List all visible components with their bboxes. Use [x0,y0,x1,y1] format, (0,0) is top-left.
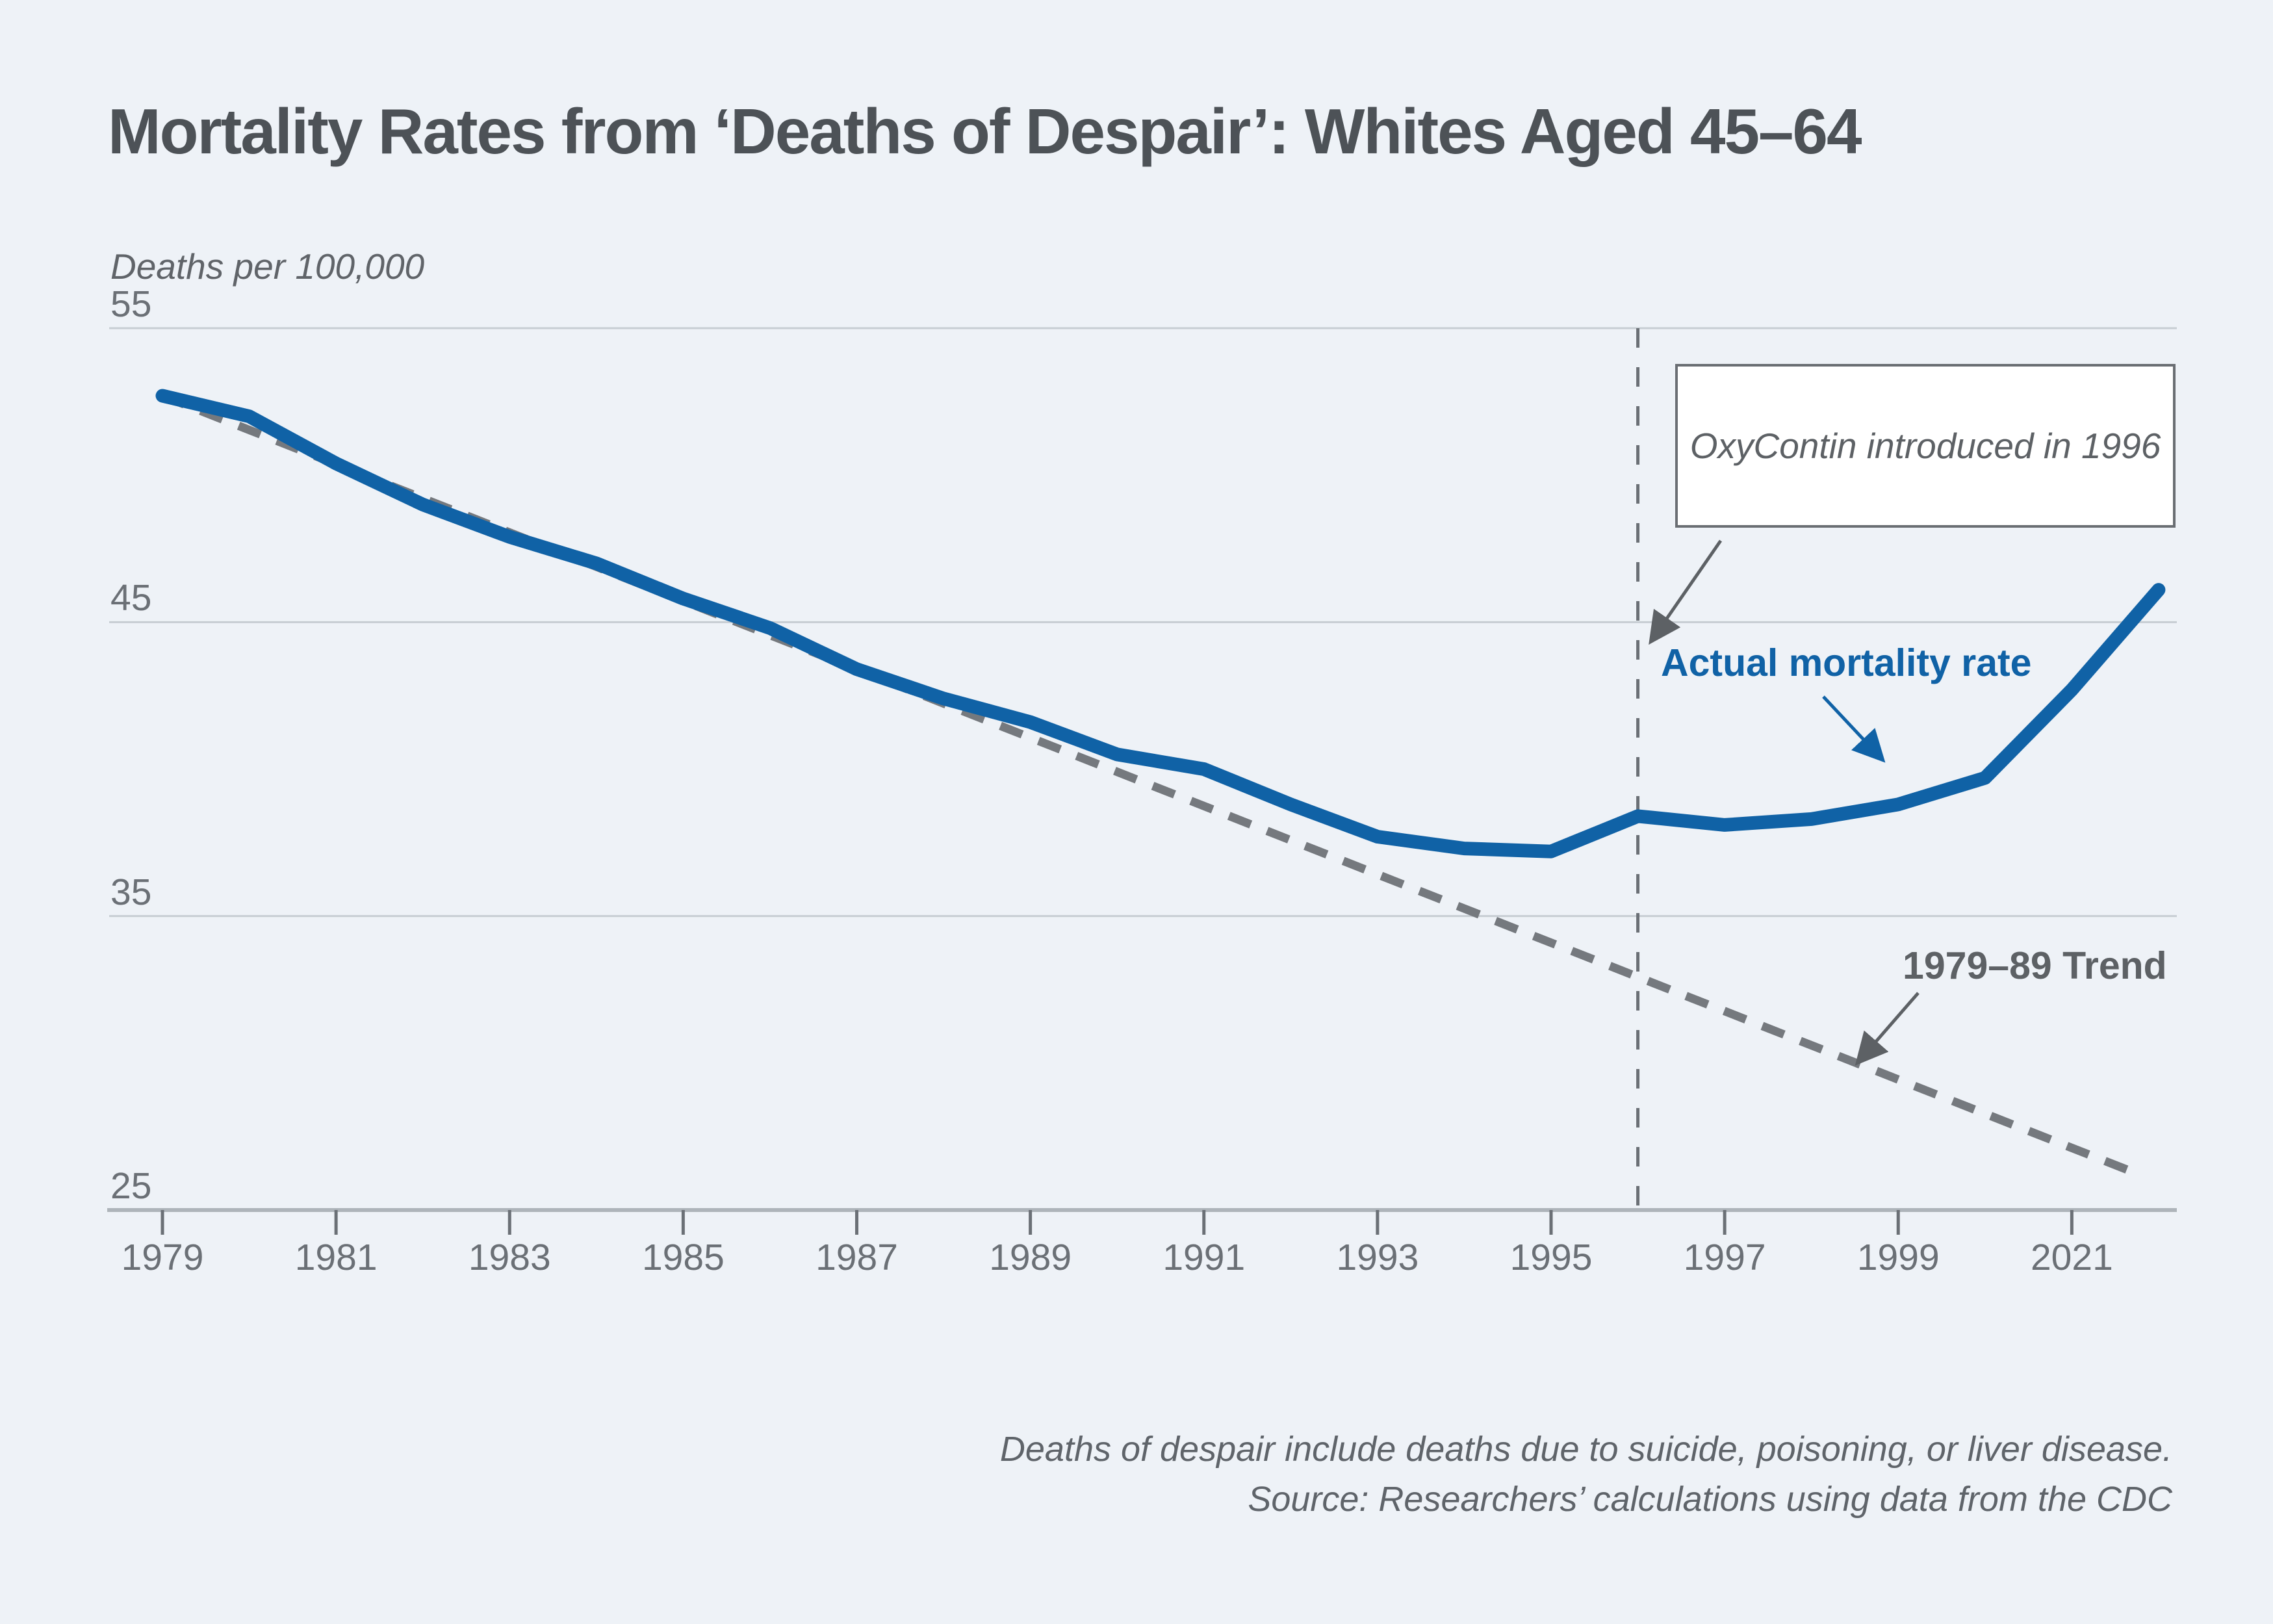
x-tick-label-1979: 1979 [121,1237,204,1278]
x-tick-label-1997: 1997 [1683,1237,1766,1278]
gridlines [107,327,2177,1212]
actual-rate-arrow [1822,695,1886,763]
x-tick-label-1987: 1987 [815,1237,898,1278]
x-tick-label-1983: 1983 [468,1237,551,1278]
y-tick-label-25: 25 [110,1165,152,1207]
x-tick-label-2021: 2021 [2030,1237,2113,1278]
x-tick-label-1995: 1995 [1509,1237,1593,1278]
actual-rate-annotation-text: Actual mortality rate [1661,641,2032,684]
y-axis-unit-label: Deaths per 100,000 [110,246,425,287]
footnote-line-1: Deaths of despair include deaths due to … [999,1430,2172,1469]
y-tick-label-45: 45 [110,577,152,619]
footnote: Deaths of despair include deaths due to … [1000,1424,2172,1524]
y-tick-label-55: 55 [110,283,152,325]
oxycontin-annotation-box: OxyContin introduced in 1996 [1675,364,2176,528]
oxycontin-annotation-text: OxyContin introduced in 1996 [1689,426,2161,466]
x-tick-label-1991: 1991 [1162,1237,1246,1278]
x-tick-label-1985: 1985 [641,1237,725,1278]
chart-title: Mortality Rates from ‘Deaths of Despair’… [108,96,1862,167]
trend-line [161,391,2135,1176]
x-tick-label-1989: 1989 [989,1237,1072,1278]
oxycontin-arrow [1649,539,1723,645]
trend-arrow [1855,992,1920,1066]
x-tick-label-1999: 1999 [1856,1237,1940,1278]
y-tick-label-35: 35 [110,871,152,913]
x-tick-label-1993: 1993 [1336,1237,1419,1278]
footnote-line-2: Source: Researchers’ calculations using … [1248,1479,2172,1519]
axis-ticks [161,1210,2074,1235]
annotation-arrows [1649,539,1920,1066]
x-tick-label-1981: 1981 [294,1237,378,1278]
trend-annotation-text: 1979–89 Trend [1903,944,2167,987]
actual-mortality-line [155,389,2166,858]
data-series [155,328,2166,1210]
